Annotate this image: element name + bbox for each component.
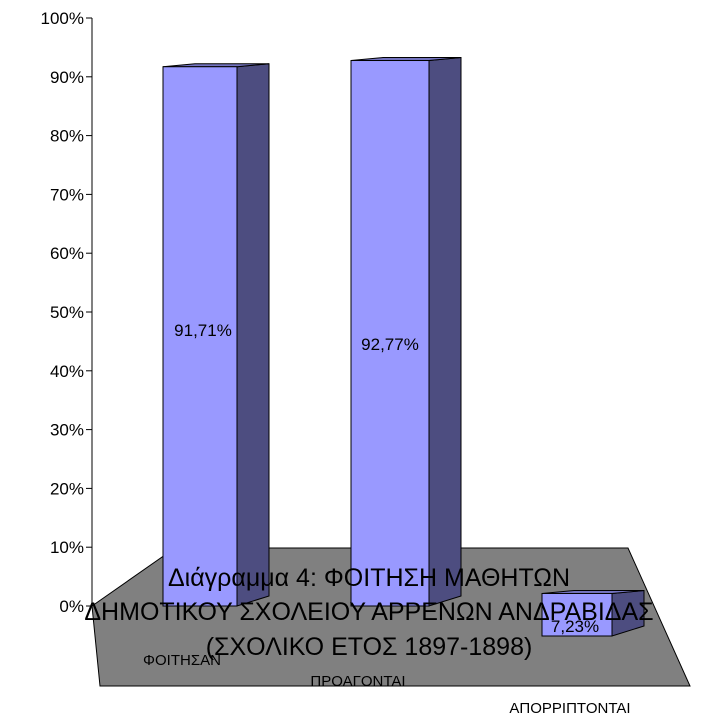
bar-3 <box>541 589 645 637</box>
data-labels: 91,71% 92,77% 7,23% <box>174 321 599 636</box>
y-tick-label: 10% <box>50 538 84 557</box>
bar-2 <box>350 56 462 607</box>
y-tick-label: 100% <box>41 9 84 28</box>
y-tick-label: 20% <box>50 479 84 498</box>
y-axis: 0% 10% 20% 30% 40% 50% 60% 70% 80% 90% 100% <box>41 9 93 616</box>
data-label: 92,77% <box>361 335 419 354</box>
y-tick-label: 40% <box>50 362 84 381</box>
data-label: 91,71% <box>174 321 232 340</box>
y-tick-label: 60% <box>50 244 84 263</box>
y-tick-label: 50% <box>50 303 84 322</box>
y-tick-label: 0% <box>59 597 84 616</box>
y-tick-label: 80% <box>50 127 84 146</box>
category-labels: ΦΟΙΤΗΣΑΝ ΠΡΟΑΓΟΝΤΑΙ ΑΠΟΡΡΙΠΤΟΝΤΑΙ <box>143 652 631 717</box>
bar-1 <box>162 63 270 607</box>
y-tick-label: 30% <box>50 421 84 440</box>
chart-title-line: (ΣΧΟΛΙΚΟ ΕΤΟΣ 1897-1898) <box>206 633 533 661</box>
chart-title: Διάγραμμα 4: ΦΟΙΤΗΣΗ ΜΑΘΗΤΩΝ ΔΗΜΟΤΙΚΟΥ ΣΧ… <box>84 564 653 661</box>
y-tick-label: 90% <box>50 68 84 87</box>
data-label: 7,23% <box>551 617 599 636</box>
chart-title-line: ΔΗΜΟΤΙΚΟΥ ΣΧΟΛΕΙΟΥ ΑΡΡΕΝΩΝ ΑΝΔΡΑΒΙΔΑΣ <box>84 598 653 626</box>
category-label: ΠΡΟΑΓΟΝΤΑΙ <box>310 673 405 690</box>
bar-side <box>428 56 462 607</box>
category-label: ΦΟΙΤΗΣΑΝ <box>143 652 221 669</box>
bar-front <box>162 66 238 607</box>
bar-side <box>236 63 270 607</box>
bar-front <box>350 60 430 607</box>
y-tick-label: 70% <box>50 185 84 204</box>
bars <box>162 56 645 637</box>
bar-front <box>541 592 613 637</box>
chart-title-line: Διάγραμμα 4: ΦΟΙΤΗΣΗ ΜΑΘΗΤΩΝ <box>168 564 570 592</box>
category-label: ΑΠΟΡΡΙΠΤΟΝΤΑΙ <box>509 700 630 717</box>
